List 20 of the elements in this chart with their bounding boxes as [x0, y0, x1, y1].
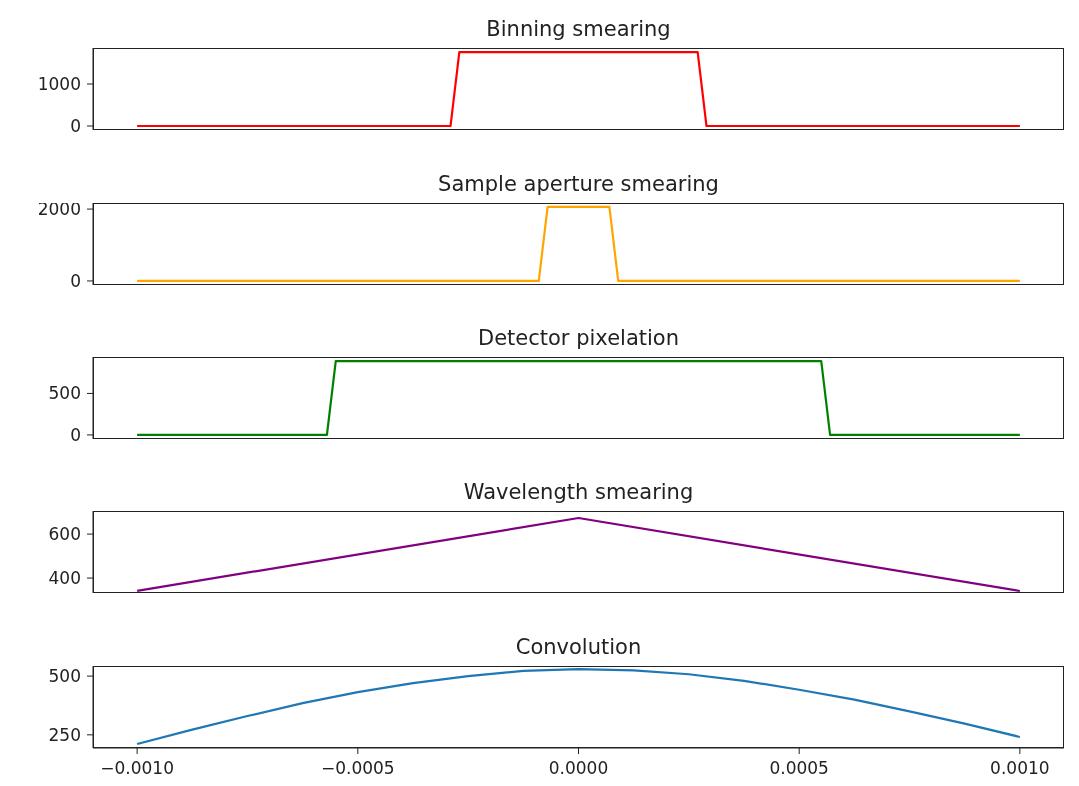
y-tick-label: 500 [48, 383, 81, 404]
chart-title: Convolution [514, 634, 643, 661]
y-tick-label: 0 [70, 424, 81, 445]
x-tick-label: 0.0005 [769, 758, 829, 778]
chart-title: Sample aperture smearing [437, 171, 720, 198]
y-tick-label: 400 [48, 568, 81, 589]
y-tick-label: 0 [70, 116, 81, 137]
y-tick-label: 250 [48, 724, 81, 745]
y-tick-label: 2000 [37, 199, 81, 220]
y-tick-label: 600 [48, 524, 81, 545]
chart-title: Binning smearing [485, 16, 672, 43]
x-tick-label: −0.0010 [100, 758, 174, 778]
chart-title: Wavelength smearing [462, 479, 695, 506]
x-tick-label: 0.0010 [990, 758, 1050, 778]
x-tick-label: 0.0000 [548, 758, 609, 778]
y-tick-label: 500 [48, 666, 81, 687]
y-tick-label: 1000 [37, 74, 81, 94]
chart-title: Detector pixelation [477, 325, 680, 352]
y-tick-label: 0 [70, 270, 81, 291]
x-tick-label: −0.0005 [320, 758, 395, 778]
